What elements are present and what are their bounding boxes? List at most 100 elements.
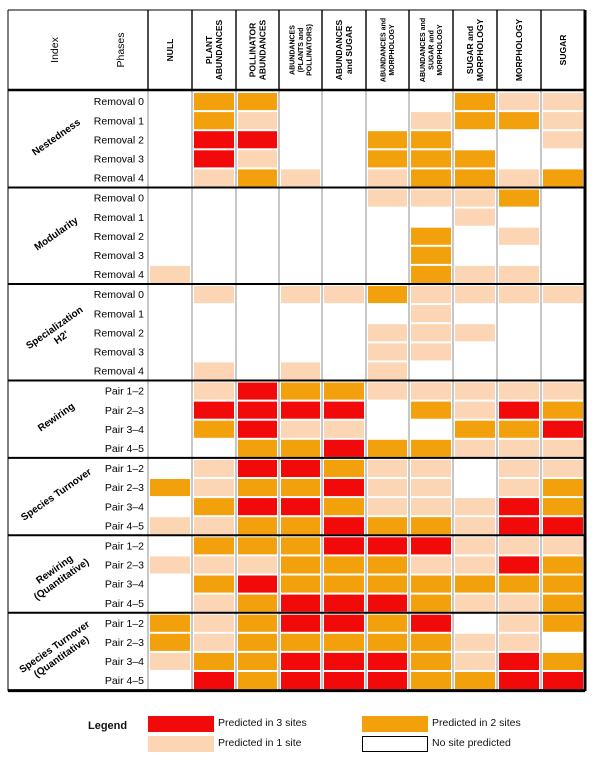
cell-1-3-0 — [150, 246, 190, 264]
legend-label-no-site: No site predicted — [432, 737, 511, 749]
cell-0-1-7 — [455, 112, 495, 130]
cell-5-0-5 — [368, 537, 407, 555]
cell-6-0-7 — [455, 614, 495, 632]
cell-1-0-2 — [238, 189, 277, 207]
cell-5-0-7 — [455, 537, 495, 555]
cell-0-4-3 — [281, 169, 320, 187]
cell-1-0-7 — [455, 189, 495, 207]
cell-6-1-6 — [411, 633, 451, 651]
cell-3-3-7 — [455, 439, 495, 457]
cell-3-1-5 — [368, 401, 407, 419]
cell-2-0-8 — [499, 286, 539, 304]
cell-6-3-4 — [324, 672, 364, 690]
cell-1-3-4 — [324, 246, 364, 264]
cell-6-3-2 — [238, 672, 277, 690]
cell-5-0-2 — [238, 537, 277, 555]
cell-5-2-5 — [368, 575, 407, 593]
cell-1-4-8 — [499, 265, 539, 283]
cell-4-3-8 — [499, 517, 539, 535]
cell-4-1-5 — [368, 479, 407, 497]
group-label-5: Rewiring(Quantitative) — [25, 547, 91, 603]
cell-0-1-3 — [281, 112, 320, 130]
cell-0-2-1 — [194, 131, 234, 149]
cell-6-0-0 — [150, 614, 190, 632]
cell-1-0-8 — [499, 189, 539, 207]
cell-2-4-8 — [499, 362, 539, 380]
phase-label-0-3: Removal 3 — [94, 153, 144, 165]
cell-1-1-6 — [411, 208, 451, 226]
cell-4-1-0 — [150, 479, 190, 497]
cell-0-1-0 — [150, 112, 190, 130]
cell-1-2-4 — [324, 227, 364, 245]
cell-1-2-7 — [455, 227, 495, 245]
cell-0-3-8 — [499, 150, 539, 168]
cell-0-2-6 — [411, 131, 451, 149]
cell-0-4-8 — [499, 169, 539, 187]
cell-6-2-9 — [543, 652, 583, 670]
cell-3-0-1 — [194, 382, 234, 400]
legend-label-1-site: Predicted in 1 site — [218, 737, 302, 749]
phase-label-4-3: Pair 4–5 — [105, 520, 144, 532]
cell-0-0-8 — [499, 93, 539, 111]
cell-6-0-5 — [368, 614, 407, 632]
cell-1-3-7 — [455, 246, 495, 264]
cell-5-0-0 — [150, 537, 190, 555]
cell-3-0-7 — [455, 382, 495, 400]
cell-6-2-8 — [499, 652, 539, 670]
phase-label-0-0: Removal 0 — [94, 96, 144, 108]
cell-2-4-5 — [368, 362, 407, 380]
cell-3-3-3 — [281, 439, 320, 457]
cell-6-1-4 — [324, 633, 364, 651]
cell-5-2-1 — [194, 575, 234, 593]
column-header-7: SUGAR andMORPHOLOGY — [465, 19, 485, 82]
phase-label-0-4: Removal 4 — [94, 173, 144, 185]
cell-5-1-7 — [455, 556, 495, 574]
cell-2-2-1 — [194, 324, 234, 342]
cell-5-3-7 — [455, 594, 495, 612]
column-header-4: ABUNDANCESand SUGAR — [334, 19, 354, 80]
cell-2-2-6 — [411, 324, 451, 342]
cell-3-1-4 — [324, 401, 364, 419]
cell-3-3-6 — [411, 439, 451, 457]
group-label-3: Rewiring — [36, 401, 77, 434]
cell-6-3-0 — [150, 672, 190, 690]
cell-3-2-1 — [194, 420, 234, 438]
phase-label-5-0: Pair 1–2 — [105, 540, 144, 552]
cell-1-3-8 — [499, 246, 539, 264]
cell-4-1-8 — [499, 479, 539, 497]
cell-1-0-3 — [281, 189, 320, 207]
cell-6-3-9 — [543, 672, 583, 690]
cell-3-2-9 — [543, 420, 583, 438]
cell-3-1-7 — [455, 401, 495, 419]
cell-2-4-2 — [238, 362, 277, 380]
cell-5-3-9 — [543, 594, 583, 612]
legend-label-3-sites: Predicted in 3 sites — [218, 717, 307, 729]
cell-6-2-4 — [324, 652, 364, 670]
cell-6-2-1 — [194, 652, 234, 670]
cell-2-1-6 — [411, 305, 451, 323]
cell-2-2-2 — [238, 324, 277, 342]
cell-3-3-4 — [324, 439, 364, 457]
header-index-label: Index — [49, 36, 61, 62]
cell-2-0-9 — [543, 286, 583, 304]
cell-0-2-3 — [281, 131, 320, 149]
cell-5-1-2 — [238, 556, 277, 574]
cell-6-0-3 — [281, 614, 320, 632]
cell-5-1-0 — [150, 556, 190, 574]
cell-1-2-9 — [543, 227, 583, 245]
cell-4-2-7 — [455, 498, 495, 516]
cell-2-2-7 — [455, 324, 495, 342]
cell-2-4-7 — [455, 362, 495, 380]
phase-label-2-2: Removal 2 — [94, 327, 144, 339]
cell-1-1-2 — [238, 208, 277, 226]
column-header-5: ABUNDANCES and MORPHOLOGY — [381, 18, 397, 82]
cell-4-0-2 — [238, 459, 277, 477]
cell-5-0-9 — [543, 537, 583, 555]
phase-label-5-1: Pair 2–3 — [105, 560, 144, 572]
phase-label-5-3: Pair 4–5 — [105, 598, 144, 610]
cell-1-1-7 — [455, 208, 495, 226]
cell-5-3-8 — [499, 594, 539, 612]
phase-label-2-0: Removal 0 — [94, 289, 144, 301]
cell-0-2-7 — [455, 131, 495, 149]
group-label-0: Nestedness — [30, 117, 83, 158]
